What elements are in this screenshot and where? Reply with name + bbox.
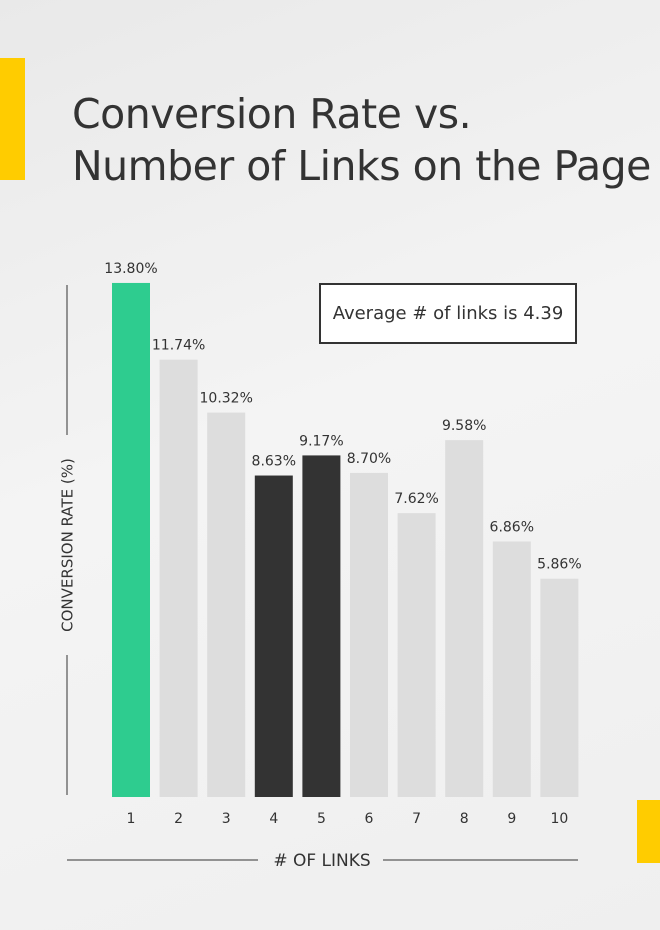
data-label: 13.80% — [104, 261, 157, 277]
x-axis-label: # OF LINKS — [273, 851, 370, 871]
annotation-box — [319, 283, 577, 344]
accent-bar — [0, 58, 25, 180]
annotation: Average # of links is 4.39 — [333, 303, 564, 324]
bar — [397, 513, 436, 797]
bar — [112, 282, 150, 797]
x-tick-label: 3 — [222, 811, 231, 827]
data-label: 8.70% — [347, 451, 391, 467]
bar — [207, 412, 246, 797]
bar — [540, 578, 579, 797]
bar — [492, 541, 531, 797]
accent-bar — [637, 800, 660, 863]
x-tick-label: 4 — [269, 811, 278, 827]
data-label: 11.74% — [152, 338, 205, 354]
x-tick-label: 7 — [412, 811, 421, 827]
data-label: 10.32% — [200, 391, 253, 407]
data-label: 5.86% — [537, 557, 581, 573]
data-label: 6.86% — [490, 519, 534, 535]
x-tick-label: 10 — [550, 811, 568, 827]
x-tick-label: 2 — [174, 811, 183, 827]
x-tick-label: 9 — [507, 811, 516, 827]
bar — [350, 472, 388, 797]
bar — [254, 475, 293, 797]
data-label: 7.62% — [394, 491, 438, 507]
x-tick-label: 1 — [127, 811, 136, 827]
x-tick-label: 8 — [460, 811, 469, 827]
bar — [445, 440, 484, 797]
data-label: 8.63% — [252, 454, 296, 470]
bar — [302, 455, 341, 797]
y-axis-label: CONVERSION RATE (%) — [59, 458, 77, 632]
x-tick-label: 5 — [317, 811, 326, 827]
x-tick-label: 6 — [365, 811, 374, 827]
data-label: 9.58% — [442, 418, 486, 434]
chart-title: Conversion Rate vs. Number of Links on t… — [72, 90, 651, 190]
bar — [159, 359, 198, 797]
data-label: 9.17% — [299, 433, 343, 449]
